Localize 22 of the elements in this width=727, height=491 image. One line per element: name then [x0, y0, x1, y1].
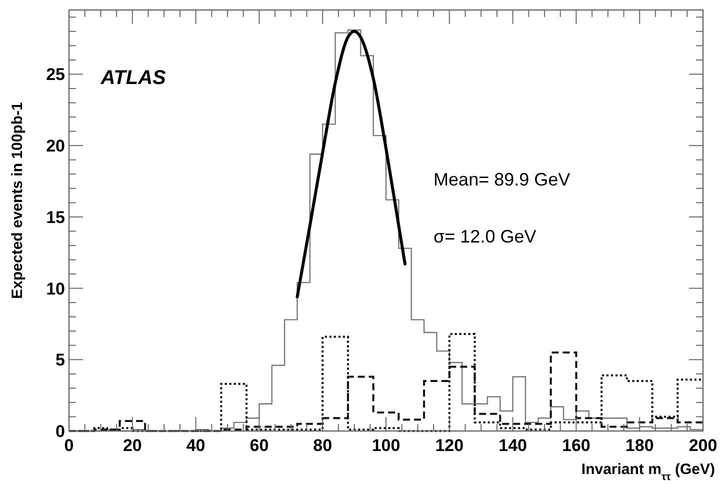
y-tick-label: 15	[46, 208, 65, 227]
annotation: ATLAS	[100, 67, 167, 90]
y-axis-title: Expected events in 100pb-1	[9, 102, 26, 299]
x-tick-label: 60	[250, 436, 269, 455]
x-tick-label: 200	[688, 436, 718, 455]
x-axis-title: Invariant m$_{ττ}$ (GeV)	[581, 461, 715, 483]
x-tick-label: 20	[122, 436, 142, 455]
y-tick-label: 25	[46, 65, 65, 84]
x-tick-label: 100	[372, 436, 400, 455]
y-tick-label: 10	[46, 279, 65, 298]
x-tick-label: 40	[186, 436, 206, 455]
annotation: σ= 12.0 GeV	[434, 226, 536, 247]
x-tick-label: 120	[435, 436, 464, 455]
x-tick-label: 80	[313, 436, 332, 455]
x-tick-label: 180	[625, 436, 654, 455]
y-tick-label: 0	[56, 422, 65, 441]
x-tick-label: 140	[498, 436, 527, 455]
annotation: Mean= 89.9 GeV	[434, 170, 570, 190]
line-series	[296, 30, 407, 298]
y-tick-label: 20	[46, 136, 65, 156]
y-tick-label: 5	[56, 350, 65, 370]
x-tick-label: 160	[562, 436, 590, 455]
